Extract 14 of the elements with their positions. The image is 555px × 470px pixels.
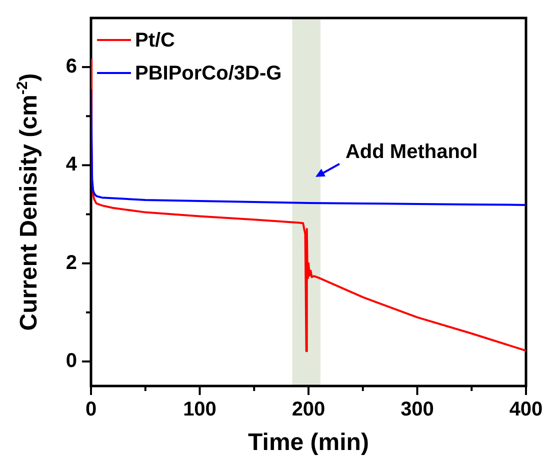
y-tick-label: 0 <box>66 350 77 372</box>
legend-label: PBIPorCo/3D-G <box>135 62 282 85</box>
x-tick-label: 0 <box>85 398 97 421</box>
y-tick-label: 2 <box>66 252 77 274</box>
y-tick-label: 4 <box>66 154 78 176</box>
x-tick-label: 300 <box>400 398 434 421</box>
y-axis-title: Current Denisity (cm-2) <box>14 73 43 331</box>
x-axis-title: Time (min) <box>248 429 369 456</box>
y-tick-label: 6 <box>66 56 77 78</box>
x-tick-label: 100 <box>183 398 216 421</box>
legend-label: Pt/C <box>135 30 175 52</box>
annotation: Add Methanol <box>345 140 478 163</box>
x-tick-label: 200 <box>292 398 326 421</box>
x-tick-label: 400 <box>509 398 543 421</box>
